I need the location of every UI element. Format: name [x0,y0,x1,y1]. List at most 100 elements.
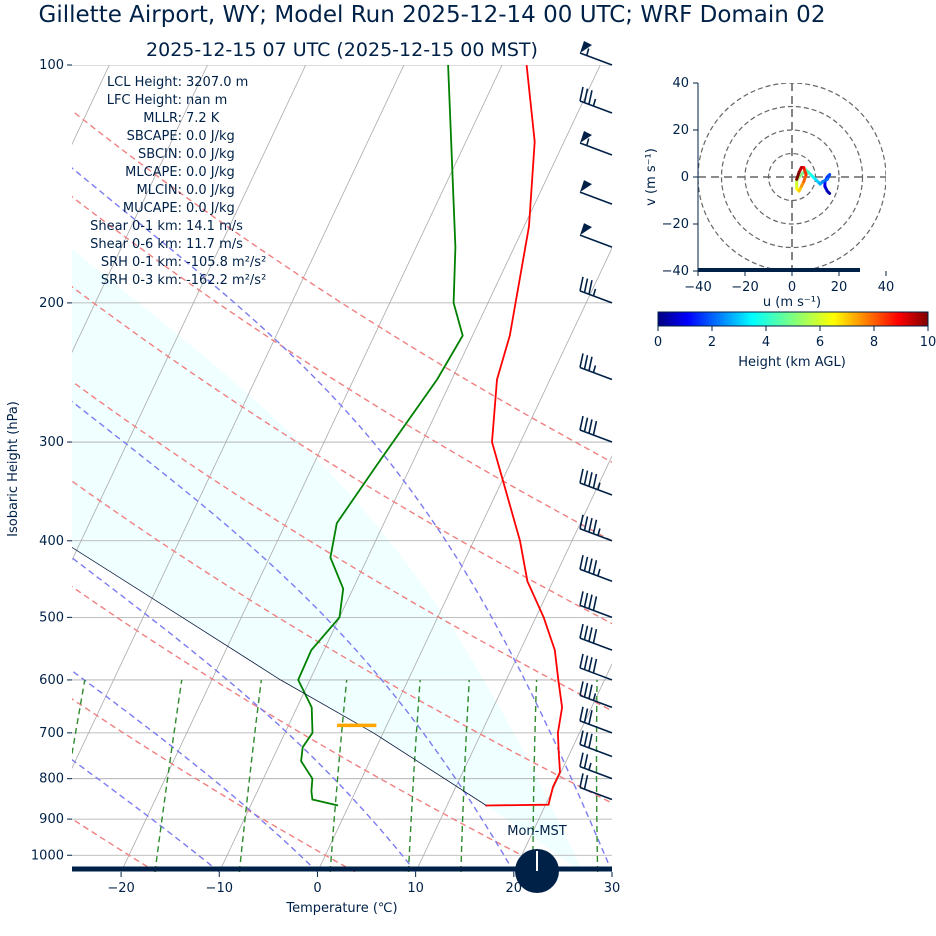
index-value: 0.0 J/kg [186,129,235,144]
wind-barb [579,468,613,496]
hodo-y-tick-label: 40 [672,76,689,91]
indices-text-block: LCL Height: 3207.0 m LFC Height: nan m MLLR:… [90,75,266,288]
index-value: 7.2 K [186,111,220,126]
dry-adiabat [72,109,612,464]
hodo-x-tick-label: −20 [731,280,758,295]
hodograph-y-label: v (m s⁻¹) [644,148,659,206]
shaded-region [72,249,583,872]
mixing-ratio-line [460,679,470,872]
hodograph-rings [698,83,886,271]
y-tick-label: 700 [39,726,64,741]
clock-icon [515,849,559,893]
wind-barbs [579,41,613,801]
skewt-background-lines [72,65,936,872]
clock-label: Mon-MST [507,824,567,839]
index-value: 11.7 m/s [186,237,243,252]
colorbar-label: Height (km AGL) [738,355,846,370]
colorbar-gradient [657,311,929,327]
mixing-ratio-line [329,679,348,872]
colorbar-tick-label: 6 [816,335,824,350]
index-value: 0.0 J/kg [186,147,235,162]
moist-adiabat [72,669,318,872]
index-value: nan m [186,93,227,108]
index-label: Shear 0-6 km: [90,237,182,252]
wind-barb [579,276,613,304]
wind-barb [579,86,613,114]
index-label: SRH 0-3 km: [101,273,182,288]
figure-title: Gillette Airport, WY; Model Run 2025-12-… [39,2,826,28]
index-value: 3207.0 m [186,75,248,90]
index-label: SRH 0-1 km: [101,255,182,270]
isotherm-line [120,65,503,872]
colorbar-tick-label: 4 [762,335,770,350]
y-tick-label: 900 [39,812,64,827]
dry-adiabat [72,380,612,712]
isotherm-line [415,455,612,872]
index-value: 14.1 m/s [186,219,243,234]
y-tick-label: 100 [39,58,64,73]
index-value: -162.2 m²/s² [186,273,266,288]
hodo-x-tick-label: 20 [831,280,848,295]
y-tick-label: 1000 [31,848,64,863]
index-label: SBCAPE: [127,129,182,144]
isotherm-line [72,65,307,561]
wind-barb [579,223,613,248]
dry-adiabat [72,195,612,542]
index-label: MUCAPE: [123,201,182,216]
moist-adiabat [72,556,417,872]
skewt-plot: −20 −10 0 10 20 30100200300400500600700800900… [6,41,936,916]
hodograph-axes: −40−40 −20 −20 0 0 20 20 40 40 [662,76,895,295]
isotherm-line [72,65,405,769]
wind-barb [579,415,613,443]
x-tick-label: 0 [313,881,321,896]
isotherm-line [72,65,208,354]
y-tick-label: 200 [39,296,64,311]
mixing-ratio-line [238,679,262,872]
hodo-x-tick-label: −40 [684,280,711,295]
y-tick-label: 800 [39,772,64,787]
y-tick-label: 600 [39,673,64,688]
height-colorbar: 0 2 4 6 8 10 Height (km AGL) [654,311,936,370]
mixing-ratio-line [154,679,183,872]
mixing-ratio-line [72,679,86,758]
wind-barb [579,591,613,619]
wind-barb [579,706,613,734]
y-tick-label: 500 [39,610,64,625]
wind-barb [579,752,613,780]
isotherm-line [710,65,936,872]
hodo-y-tick-label: −40 [662,264,689,279]
hodo-x-tick-label: 40 [878,280,895,295]
wind-barb [579,653,613,681]
moist-adiabat [72,400,515,872]
wind-barb [579,773,613,801]
temperature-profile [485,65,564,807]
colorbar-tick-label: 2 [708,335,716,350]
colorbar-tick-label: 10 [920,335,936,350]
mixing-ratio-line [532,679,538,872]
index-label: SBCIN: [138,147,182,162]
wind-barb [579,514,613,542]
dry-adiabat [72,585,555,872]
index-label: MLLR: [143,111,182,126]
moist-adiabat [72,758,220,872]
x-tick-label: −20 [107,881,134,896]
hodograph-x-label: u (m s⁻¹) [763,295,821,310]
index-label: MLCIN: [137,183,182,198]
index-value: -105.8 m²/s² [186,255,266,270]
hodograph-trace [795,166,832,195]
hodograph: −40−40 −20 −20 0 0 20 20 40 40 u (m s⁻¹) v (m s⁻… [644,76,894,310]
index-label: LCL Height: [107,75,182,90]
y-tick-label: 400 [39,534,64,549]
skewt-y-axis-label: Isobaric Height (hPa) [6,401,21,537]
colorbar-ticks: 0 2 4 6 8 10 [654,326,936,350]
wind-barb [579,353,613,381]
hodograph-segment [795,170,801,181]
mixing-ratio-line [595,679,599,872]
index-value: 0.0 J/kg [186,183,235,198]
skewt-profiles [72,65,564,807]
moist-adiabat [72,167,612,872]
hodo-y-tick-label: −20 [662,217,689,232]
y-tick-label: 300 [39,435,64,450]
wind-barb [579,623,613,651]
colorbar-tick-label: 0 [654,335,662,350]
